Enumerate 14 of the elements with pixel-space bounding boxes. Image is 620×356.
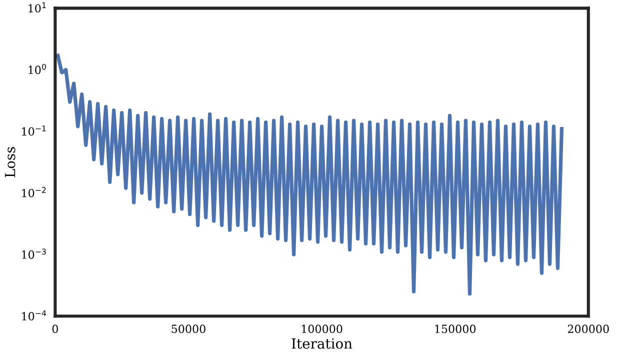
x-axis-title: Iteration xyxy=(292,338,352,349)
y-tick-label: 10$^{−2}$ xyxy=(22,187,46,198)
y-tick-label: 10$^{−4}$ xyxy=(22,310,46,320)
x-tick-label: 150000 xyxy=(435,324,476,334)
x-tick-label: 200000 xyxy=(568,324,609,334)
y-tick-label: 10$^{−3}$ xyxy=(22,248,46,259)
y-tick-label: 10$^{0}$ xyxy=(28,64,46,74)
y-axis-title: Loss xyxy=(4,146,16,178)
line-series xyxy=(56,54,564,296)
y-tick-label: 10$^{−1}$ xyxy=(22,126,46,136)
x-tick-label: 0 xyxy=(52,324,58,334)
x-tick-label: 50000 xyxy=(172,324,206,334)
y-tick-label: 10$^{1}$ xyxy=(28,2,46,12)
x-tick-label: 100000 xyxy=(302,324,342,334)
